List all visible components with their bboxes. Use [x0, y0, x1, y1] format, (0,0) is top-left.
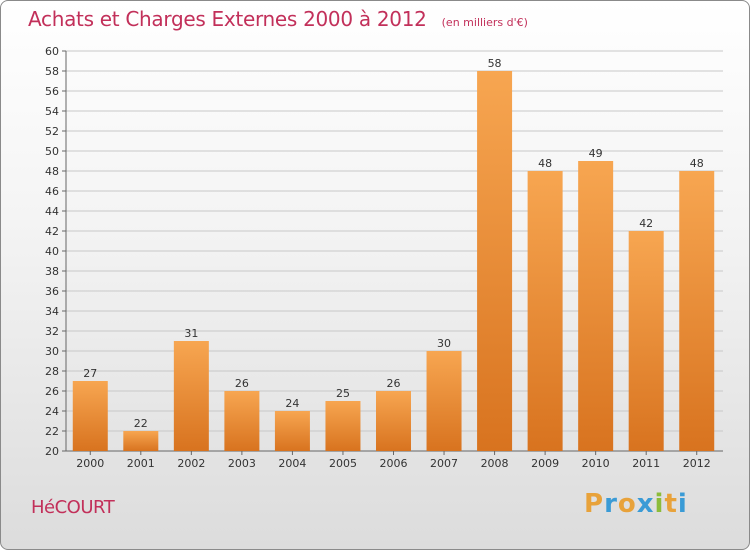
- bar: [578, 161, 614, 451]
- bar: [123, 431, 159, 451]
- bar-value-label: 24: [285, 397, 299, 410]
- y-tick-label: 36: [45, 285, 59, 298]
- logo-letter: i: [677, 489, 688, 519]
- x-tick-label: 2006: [380, 457, 408, 470]
- y-tick-label: 30: [45, 345, 59, 358]
- x-tick-label: 2009: [531, 457, 559, 470]
- bar-value-label: 42: [639, 217, 653, 230]
- y-tick-label: 48: [45, 165, 59, 178]
- bar-value-label: 26: [387, 377, 401, 390]
- bar: [325, 401, 361, 451]
- logo-letter: t: [664, 489, 678, 519]
- y-tick-label: 38: [45, 265, 59, 278]
- bar: [224, 391, 260, 451]
- bar-value-label: 49: [589, 147, 603, 160]
- logo-letter: r: [604, 489, 618, 519]
- bar: [527, 171, 563, 451]
- y-tick-label: 58: [45, 65, 59, 78]
- x-tick-label: 2003: [228, 457, 256, 470]
- bar: [274, 411, 310, 451]
- x-tick-label: 2007: [430, 457, 458, 470]
- y-tick-label: 20: [45, 445, 59, 458]
- logo-letter: i: [654, 489, 665, 519]
- x-tick-label: 2008: [481, 457, 509, 470]
- bar-value-label: 31: [184, 327, 198, 340]
- bar-value-label: 27: [83, 367, 97, 380]
- x-tick-label: 2000: [76, 457, 104, 470]
- x-tick-label: 2004: [278, 457, 306, 470]
- bar: [173, 341, 209, 451]
- logo-letter: o: [617, 489, 637, 519]
- y-tick-label: 60: [45, 45, 59, 58]
- y-tick-label: 56: [45, 85, 59, 98]
- logo-letter: P: [584, 489, 605, 519]
- commune-name: HéCOURT: [31, 497, 115, 518]
- y-tick-label: 28: [45, 365, 59, 378]
- bar: [679, 171, 715, 451]
- y-tick-label: 50: [45, 145, 59, 158]
- logo-letter: x: [636, 489, 655, 519]
- y-tick-label: 34: [45, 305, 59, 318]
- bar-value-label: 25: [336, 387, 350, 400]
- x-tick-label: 2011: [632, 457, 660, 470]
- bar-value-label: 58: [488, 57, 502, 70]
- bar: [426, 351, 462, 451]
- proxiti-logo: Proxiti: [584, 489, 688, 519]
- bar: [72, 381, 108, 451]
- bar-value-label: 30: [437, 337, 451, 350]
- chart-title: Achats et Charges Externes 2000 à 2012: [28, 7, 427, 31]
- bar: [376, 391, 411, 451]
- x-tick-label: 2001: [127, 457, 155, 470]
- x-tick-label: 2005: [329, 457, 357, 470]
- bar: [477, 71, 513, 451]
- y-tick-label: 46: [45, 185, 59, 198]
- y-tick-label: 44: [45, 205, 59, 218]
- chart-unit-note: (en milliers d'€): [441, 16, 528, 29]
- y-tick-label: 42: [45, 225, 59, 238]
- y-tick-label: 52: [45, 125, 59, 138]
- bar: [628, 231, 664, 451]
- bar-value-label: 22: [134, 417, 148, 430]
- x-tick-label: 2002: [177, 457, 205, 470]
- x-tick-label: 2012: [683, 457, 711, 470]
- y-tick-label: 24: [45, 405, 59, 418]
- y-tick-label: 26: [45, 385, 59, 398]
- x-tick-label: 2010: [582, 457, 610, 470]
- title-block: Achats et Charges Externes 2000 à 2012 (…: [28, 7, 528, 31]
- bar-value-label: 26: [235, 377, 249, 390]
- y-tick-label: 32: [45, 325, 59, 338]
- bar-value-label: 48: [538, 157, 552, 170]
- y-tick-label: 40: [45, 245, 59, 258]
- y-tick-label: 22: [45, 425, 59, 438]
- y-tick-label: 54: [45, 105, 59, 118]
- bar-value-label: 48: [690, 157, 704, 170]
